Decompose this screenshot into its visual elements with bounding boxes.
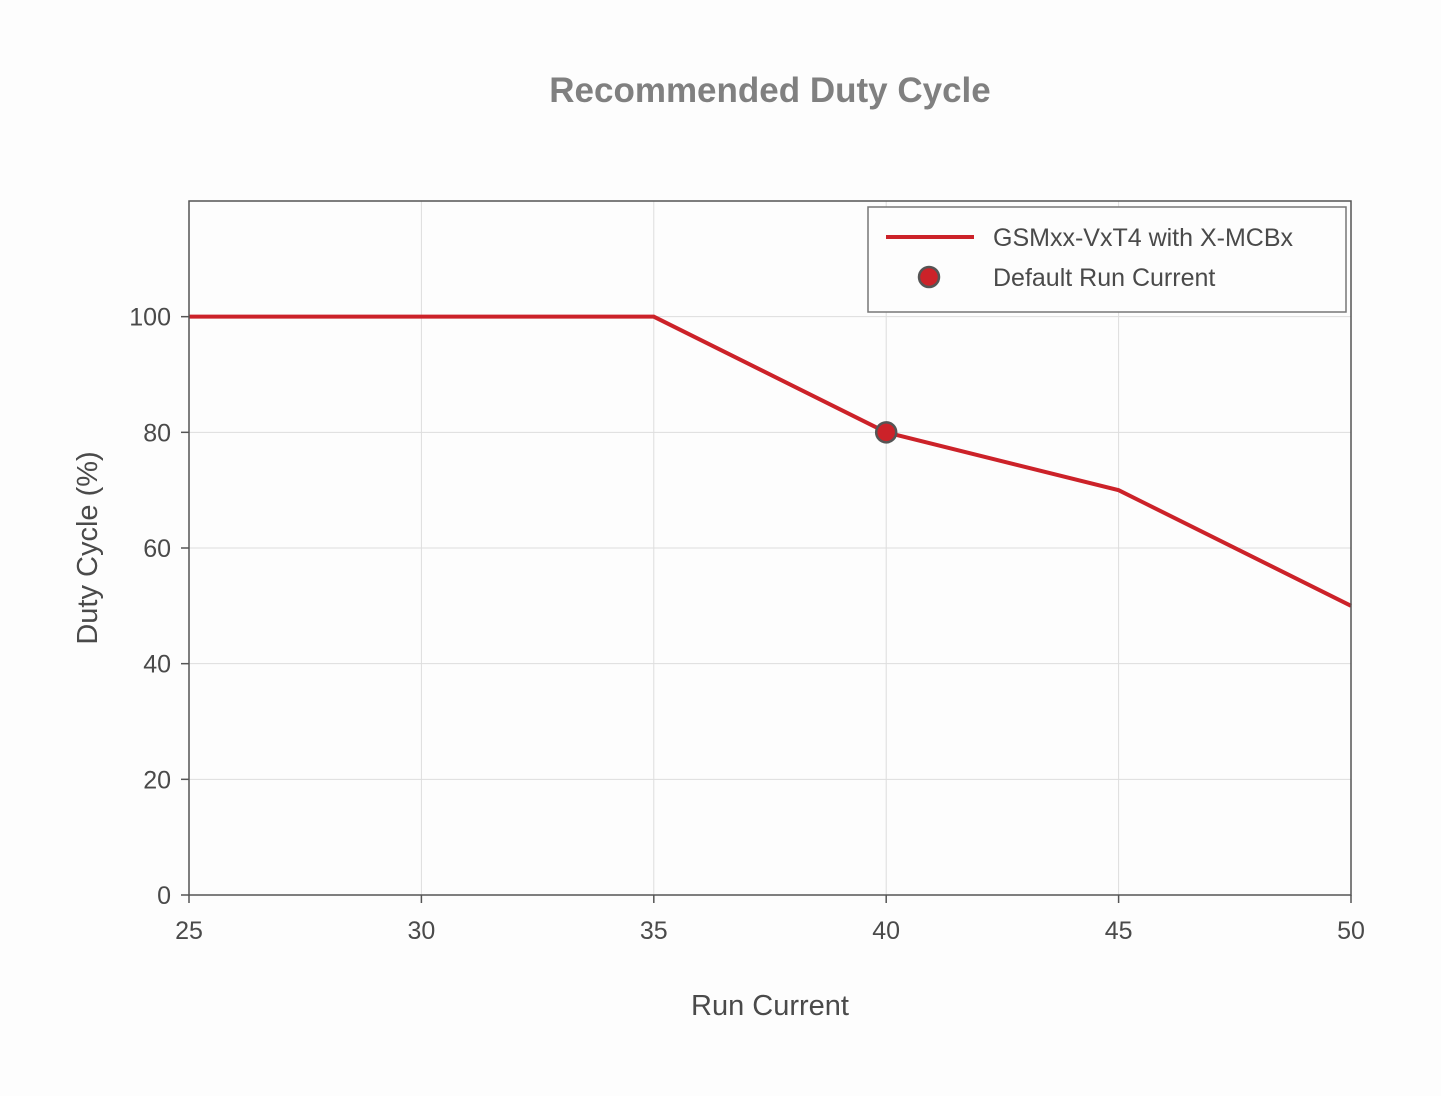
x-tick-label-40: 40 bbox=[872, 917, 900, 945]
legend-box bbox=[867, 206, 1347, 313]
x-tick-label-35: 35 bbox=[640, 917, 668, 945]
y-tick-label-80: 80 bbox=[143, 419, 171, 447]
y-tick-label-60: 60 bbox=[143, 535, 171, 563]
y-tick-label-100: 100 bbox=[129, 304, 171, 332]
chart-title: Recommended Duty Cycle bbox=[549, 71, 991, 110]
series-line bbox=[189, 314, 1352, 608]
legend: GSMxx-VxT4 with X-MCBx Default Run Curre… bbox=[867, 206, 1347, 313]
y-tick-label-0: 0 bbox=[157, 882, 171, 910]
x-tick-label-25: 25 bbox=[175, 917, 203, 945]
legend-label-marker-series: Default Run Current bbox=[993, 264, 1215, 292]
y-tick-label-20: 20 bbox=[143, 766, 171, 794]
legend-label-line-series: GSMxx-VxT4 with X-MCBx bbox=[993, 224, 1294, 252]
x-tick-label-45: 45 bbox=[1105, 917, 1133, 945]
y-axis-label: Duty Cycle (%) bbox=[72, 451, 104, 644]
legend-marker-swatch bbox=[917, 265, 941, 289]
axis-ticks: 25 30 35 40 45 50 0 20 40 60 80 100 bbox=[129, 304, 1365, 945]
default-run-current-marker bbox=[874, 421, 898, 444]
plot-series bbox=[189, 314, 1352, 608]
x-tick-label-30: 30 bbox=[407, 917, 435, 945]
y-tick-label-40: 40 bbox=[143, 651, 171, 679]
x-tick-label-50: 50 bbox=[1337, 917, 1365, 945]
x-axis-label: Run Current bbox=[691, 990, 849, 1022]
